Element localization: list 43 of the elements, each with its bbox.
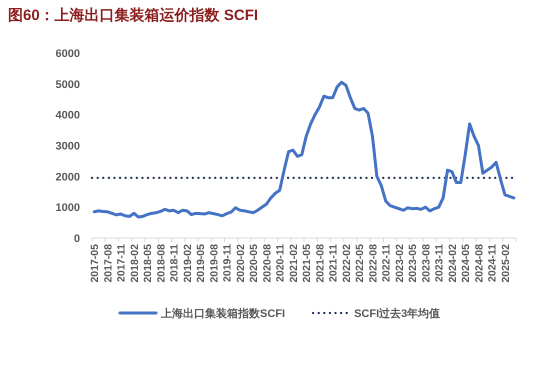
x-tick-label: 2017-05 (89, 244, 102, 283)
x-tick-label: 2024-08 (473, 244, 486, 283)
x-tick-label: 2022-02 (340, 244, 353, 283)
x-tick-label: 2019-11 (222, 244, 234, 282)
legend-label: SCFI过去3年均值 (354, 307, 440, 320)
y-tick-label: 2000 (56, 171, 80, 184)
x-tick-label: 2025-02 (500, 244, 512, 283)
x-tick-label: 2021-05 (301, 244, 314, 283)
y-tick-label: 3000 (56, 140, 80, 152)
x-tick-label: 2020-02 (234, 244, 247, 283)
line-series (92, 80, 516, 219)
x-tick-label: 2021-11 (328, 244, 340, 282)
x-tick-label: 2021-02 (288, 244, 300, 283)
x-tick-label: 2020-05 (248, 244, 260, 283)
x-tick-label: 2024-11 (486, 244, 499, 282)
x-tick-label: 2018-11 (168, 244, 181, 282)
y-tick-label: 6000 (56, 48, 80, 60)
x-tick-label: 2020-11 (274, 244, 287, 282)
x-tick-label: 2020-08 (261, 244, 274, 283)
x-tick-label: 2024-02 (446, 244, 459, 283)
x-tick-label: 2018-02 (128, 244, 141, 283)
x-tick-label: 2023-05 (407, 244, 420, 283)
x-tick-label: 2023-11 (434, 244, 446, 282)
legend-label: 上海出口集装箱指数SCFI (160, 307, 286, 320)
x-tick-label: 2023-08 (420, 244, 432, 283)
x-tick-label: 2021-08 (314, 244, 326, 283)
y-tick-label: 5000 (56, 78, 80, 91)
x-tick-label: 2022-08 (367, 244, 380, 283)
x-tick-label: 2018-08 (155, 244, 168, 283)
x-tick-label: 2024-05 (460, 244, 472, 283)
chart-title: 图60：上海出口集装箱运价指数 SCFI (8, 7, 258, 24)
y-tick-label: 4000 (56, 110, 80, 122)
x-tick-label: 2017-11 (116, 244, 128, 282)
y-tick-label: 1000 (56, 202, 80, 214)
x-tick-label: 2017-08 (102, 244, 114, 283)
x-tick-label: 2023-02 (394, 244, 406, 283)
x-tick-label: 2022-05 (354, 244, 366, 283)
x-tick-label: 2019-02 (182, 244, 194, 283)
x-tick-label: 2019-05 (195, 244, 208, 283)
x-tick-label: 2018-05 (142, 244, 154, 283)
x-tick-label: 2019-08 (208, 244, 220, 283)
x-tick-label: 2022-11 (380, 244, 393, 282)
y-tick-label: 0 (74, 233, 80, 245)
